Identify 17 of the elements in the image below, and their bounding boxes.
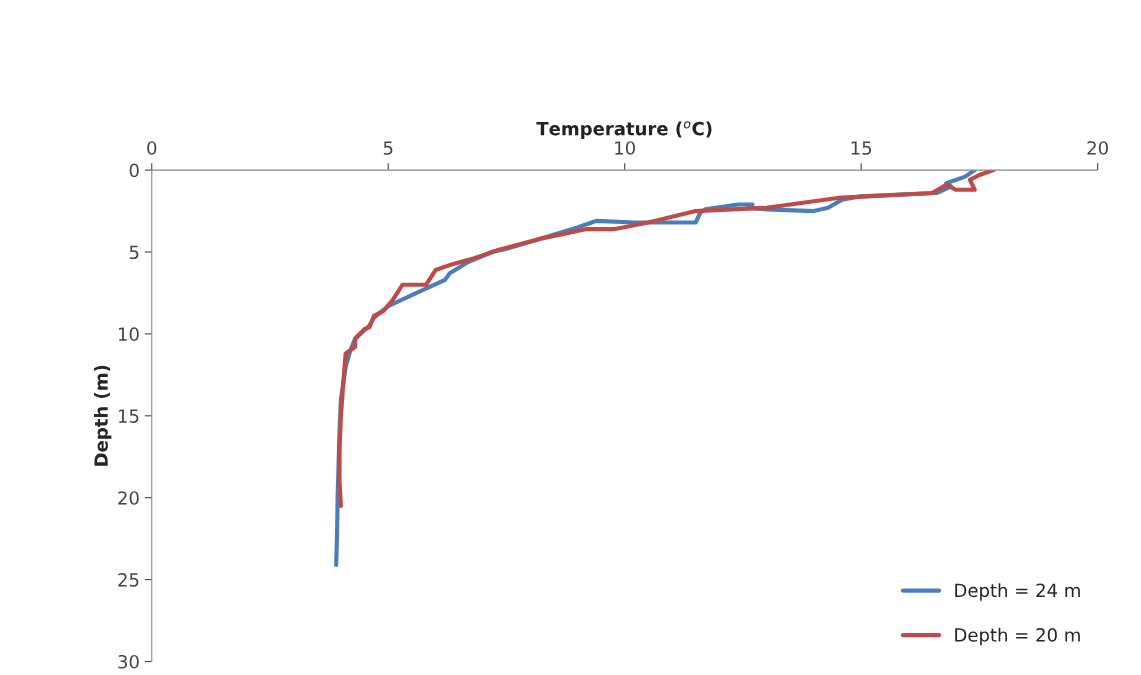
x-tick-label: 5 (383, 141, 393, 155)
y-tick-label: 10 (118, 327, 139, 342)
x-tick-label: 15 (851, 141, 872, 155)
y-tick-label: 5 (129, 245, 139, 260)
x-tick-label: 0 (147, 141, 157, 155)
y-tick-label: 20 (118, 491, 139, 505)
x-tick-label: 10 (615, 141, 635, 155)
x-tick-label: 20 (1087, 141, 1108, 155)
y-axis-title: Depth (m) (93, 365, 112, 466)
y-tick-label: 15 (118, 409, 139, 423)
x-axis-title: Temperature ($^{o}$C) (536, 121, 712, 139)
line-series (337, 170, 996, 508)
y-tick-label: 25 (118, 573, 139, 587)
y-tick-label: 0 (129, 163, 139, 178)
legend-label: Depth = 24 m (955, 583, 1080, 601)
legend-label: Depth = 20 m (955, 627, 1080, 646)
y-tick-label: 30 (118, 654, 139, 669)
